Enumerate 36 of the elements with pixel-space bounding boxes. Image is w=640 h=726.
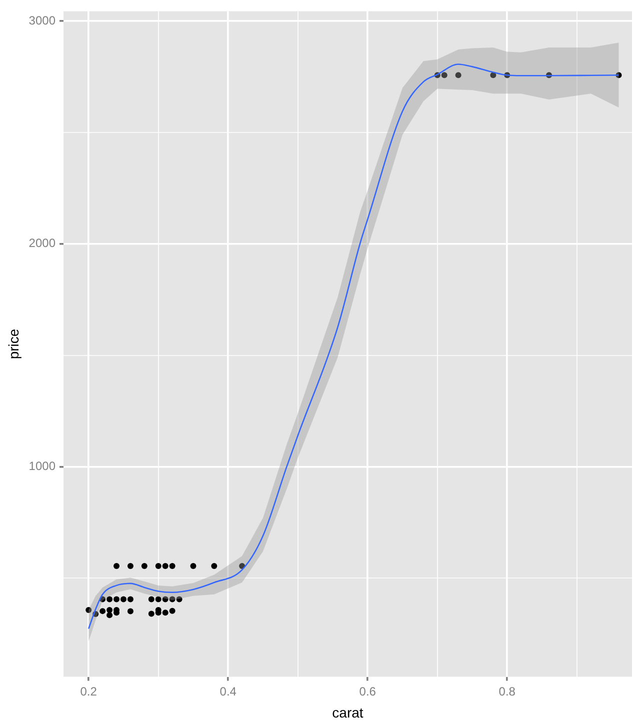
point — [169, 608, 176, 614]
point — [114, 563, 120, 570]
y-axis-title: price — [5, 328, 22, 360]
point — [106, 612, 113, 618]
point — [455, 72, 462, 78]
point — [106, 606, 113, 613]
x-tick-label: 0.8 — [498, 684, 516, 698]
y-tick-label: 1000 — [28, 458, 56, 473]
point — [162, 610, 168, 616]
point — [127, 563, 134, 570]
point — [169, 596, 176, 602]
point — [155, 596, 162, 602]
x-axis-title: carat — [332, 704, 364, 720]
point — [127, 596, 134, 602]
point — [127, 608, 134, 614]
point — [86, 606, 92, 613]
point — [141, 563, 148, 570]
y-tick-label: 3000 — [28, 13, 56, 28]
point — [120, 596, 126, 602]
point — [162, 563, 168, 570]
point — [155, 563, 162, 570]
x-tick-label: 0.6 — [359, 684, 376, 698]
point — [162, 596, 168, 602]
y-tick-label: 2000 — [28, 236, 56, 250]
point — [169, 563, 176, 570]
point — [441, 72, 448, 78]
point — [148, 596, 154, 602]
point — [100, 608, 106, 614]
point — [106, 596, 113, 602]
point — [114, 596, 120, 602]
point — [148, 610, 154, 617]
point — [176, 596, 182, 602]
point — [190, 563, 196, 570]
x-tick-label: 0.2 — [80, 684, 98, 698]
point — [211, 563, 218, 570]
x-tick-label: 0.4 — [220, 684, 237, 698]
